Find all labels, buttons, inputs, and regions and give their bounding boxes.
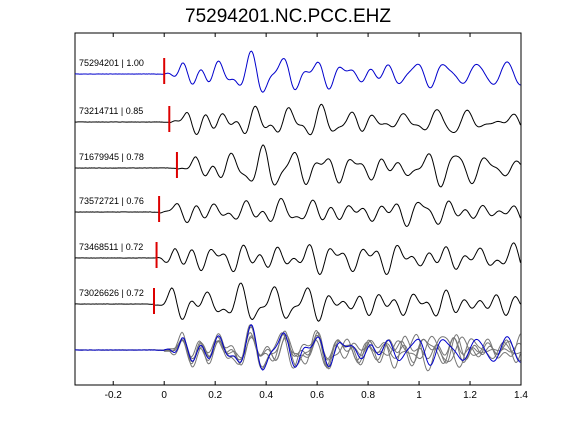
plot-frame [74, 32, 522, 386]
trace-75294201 [75, 50, 521, 93]
trace-label: 73026626 | 0.72 [79, 288, 144, 298]
trace-71679945 [75, 144, 521, 188]
x-tick-label: 1.2 [463, 390, 477, 401]
trace-73214711 [74, 103, 521, 136]
x-tick-label: 1 [416, 390, 422, 401]
trace-73572721 [75, 197, 521, 227]
x-tick-label: 0.6 [310, 390, 324, 401]
trace-label: 73572721 | 0.76 [79, 196, 144, 206]
x-tick-label: 0.4 [259, 390, 273, 401]
overlay-trace [75, 324, 521, 371]
trace-label: 71679945 | 0.78 [79, 152, 144, 162]
x-tick-label: 1.4 [514, 390, 528, 401]
trace-label: 73214711 | 0.85 [79, 106, 143, 116]
trace-label: 75294201 | 1.00 [79, 58, 144, 68]
trace-73468511 [74, 242, 521, 276]
x-tick-label: 0.2 [208, 390, 222, 401]
chart-title: 75294201.NC.PCC.EHZ [185, 6, 391, 27]
x-tick-label: -0.2 [105, 390, 123, 401]
trace-label: 73468511 | 0.72 [79, 242, 143, 252]
x-tick-label: 0.8 [361, 390, 375, 401]
trace-73026626 [74, 282, 521, 322]
x-tick-label: 0 [161, 390, 167, 401]
